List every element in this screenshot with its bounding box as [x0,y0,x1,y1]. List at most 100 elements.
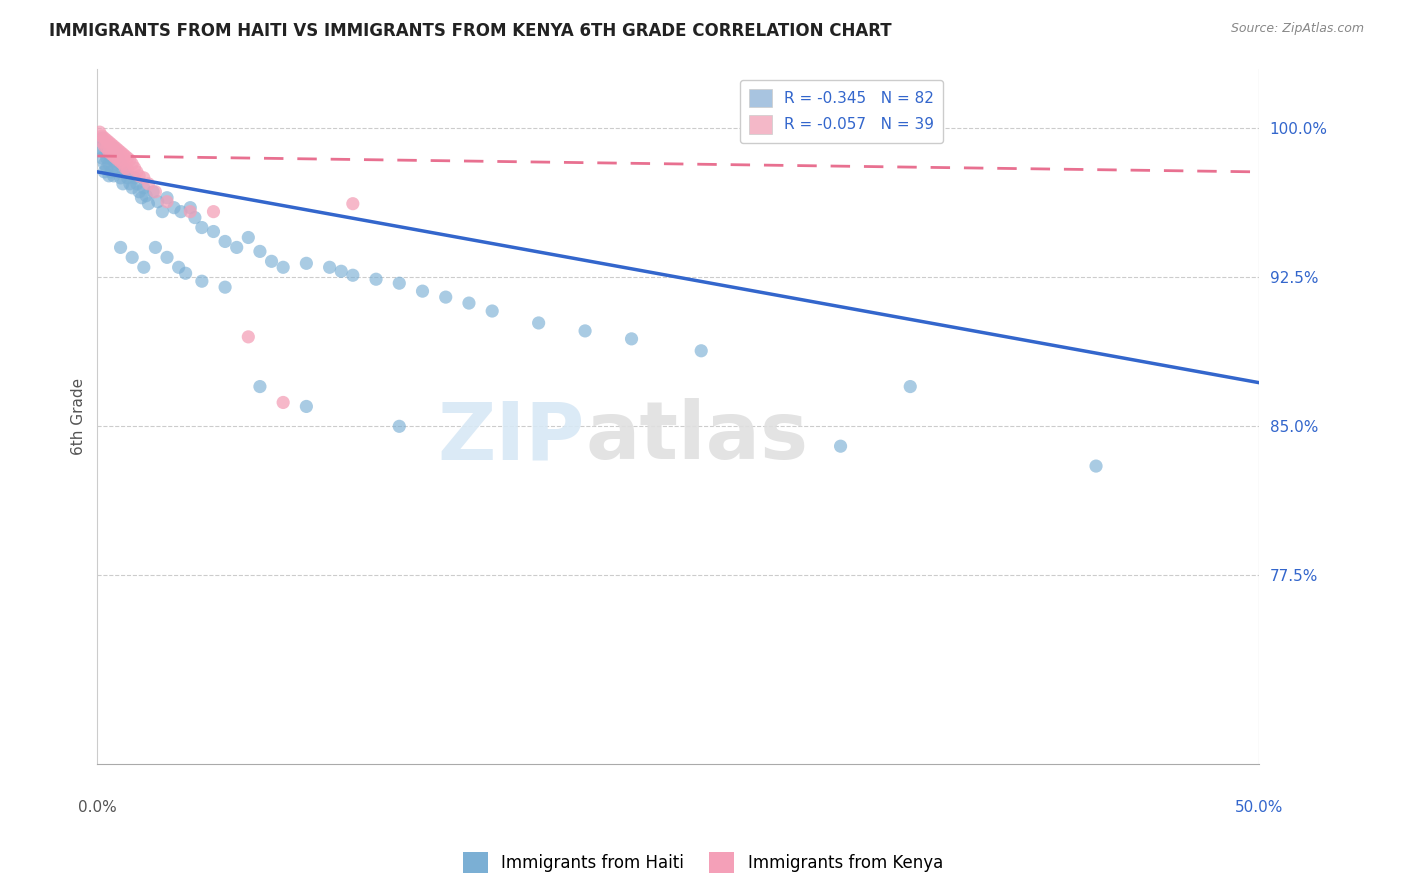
Point [184,211,207,225]
Point [238,230,260,244]
Point [132,170,155,185]
Point [179,201,201,215]
Point [111,177,134,191]
Point [238,330,260,344]
Point [163,201,186,215]
Point [342,268,364,283]
Point [96,151,118,165]
Point [107,165,129,179]
Text: 50.0%: 50.0% [1234,800,1282,815]
Point [107,153,129,167]
Point [388,276,411,290]
Point [96,141,118,155]
Point [191,274,214,288]
Y-axis label: 6th Grade: 6th Grade [72,378,86,455]
Point [110,170,132,185]
Point [202,204,225,219]
Point [111,161,134,175]
Point [104,145,127,159]
Point [103,153,125,167]
Point [93,157,115,171]
Point [620,332,643,346]
Point [156,251,179,265]
Point [110,157,132,171]
Point [111,147,134,161]
Point [100,136,122,151]
Point [100,165,122,179]
Text: ZIP: ZIP [437,398,585,476]
Point [110,240,132,254]
Point [128,169,150,183]
Point [103,139,125,153]
Point [174,266,197,280]
Point [830,439,852,453]
Point [434,290,457,304]
Point [100,151,122,165]
Point [145,240,167,254]
Point [117,170,139,185]
Point [295,400,318,414]
Point [388,419,411,434]
Point [97,169,120,183]
Point [412,284,434,298]
Point [260,254,283,268]
Point [93,145,115,159]
Point [110,145,132,159]
Point [118,177,141,191]
Point [110,155,132,169]
Point [89,141,111,155]
Point [156,191,179,205]
Point [93,136,115,151]
Point [132,260,155,275]
Point [117,162,139,177]
Point [574,324,596,338]
Point [142,185,165,199]
Point [118,153,141,167]
Point [138,196,160,211]
Point [271,395,294,409]
Point [249,244,271,259]
Point [100,147,122,161]
Point [91,129,114,144]
Point [145,185,167,199]
Point [124,161,146,175]
Point [191,220,214,235]
Point [103,141,125,155]
Point [527,316,550,330]
Point [271,260,294,275]
Point [125,177,148,191]
Point [128,185,150,199]
Point [97,145,120,159]
Point [249,379,271,393]
Point [91,151,114,165]
Point [121,181,143,195]
Point [146,194,169,209]
Point [107,143,129,157]
Point [295,256,318,270]
Legend: Immigrants from Haiti, Immigrants from Kenya: Immigrants from Haiti, Immigrants from K… [457,846,949,880]
Point [330,264,353,278]
Point [214,235,236,249]
Text: Source: ZipAtlas.com: Source: ZipAtlas.com [1230,22,1364,36]
Point [93,139,115,153]
Point [481,304,503,318]
Point [150,204,173,219]
Point [103,149,125,163]
Legend: R = -0.345   N = 82, R = -0.057   N = 39: R = -0.345 N = 82, R = -0.057 N = 39 [740,79,943,143]
Point [138,177,160,191]
Text: IMMIGRANTS FROM HAITI VS IMMIGRANTS FROM KENYA 6TH GRADE CORRELATION CHART: IMMIGRANTS FROM HAITI VS IMMIGRANTS FROM… [49,22,891,40]
Point [111,157,134,171]
Point [121,251,143,265]
Point [342,196,364,211]
Text: 0.0%: 0.0% [77,800,117,815]
Point [104,151,127,165]
Point [97,135,120,149]
Point [104,141,127,155]
Point [1085,459,1108,474]
Point [89,125,111,139]
Point [167,260,190,275]
Point [107,151,129,165]
Point [690,343,713,358]
Point [156,194,179,209]
Point [179,204,201,219]
